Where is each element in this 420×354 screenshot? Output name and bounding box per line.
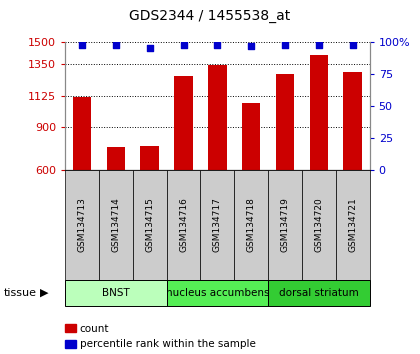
Point — [79, 42, 85, 48]
Text: ▶: ▶ — [40, 288, 48, 298]
Text: GSM134714: GSM134714 — [111, 198, 121, 252]
Bar — [107, 147, 125, 170]
Bar — [73, 97, 91, 170]
Bar — [174, 76, 193, 170]
Point — [214, 42, 221, 48]
Text: GSM134721: GSM134721 — [348, 198, 357, 252]
Text: GSM134718: GSM134718 — [247, 197, 256, 252]
Bar — [344, 72, 362, 170]
Text: GSM134719: GSM134719 — [281, 197, 289, 252]
Text: GSM134716: GSM134716 — [179, 197, 188, 252]
Bar — [242, 103, 260, 170]
Point — [282, 42, 289, 48]
Text: count: count — [80, 324, 109, 333]
Bar — [276, 74, 294, 170]
Text: GDS2344 / 1455538_at: GDS2344 / 1455538_at — [129, 9, 291, 23]
Text: tissue: tissue — [4, 288, 37, 298]
Text: nucleus accumbens: nucleus accumbens — [165, 288, 269, 298]
Text: GSM134713: GSM134713 — [78, 197, 87, 252]
Text: dorsal striatum: dorsal striatum — [279, 288, 359, 298]
Text: GSM134720: GSM134720 — [314, 198, 323, 252]
Bar — [208, 65, 227, 170]
Bar — [140, 146, 159, 170]
Text: BNST: BNST — [102, 288, 130, 298]
Point — [349, 42, 356, 48]
Text: GSM134717: GSM134717 — [213, 197, 222, 252]
Text: percentile rank within the sample: percentile rank within the sample — [80, 339, 256, 349]
Point — [248, 44, 255, 49]
Text: GSM134715: GSM134715 — [145, 197, 154, 252]
Point — [180, 42, 187, 48]
Point — [146, 45, 153, 50]
Bar — [310, 55, 328, 170]
Point — [315, 42, 322, 48]
Point — [113, 42, 119, 48]
